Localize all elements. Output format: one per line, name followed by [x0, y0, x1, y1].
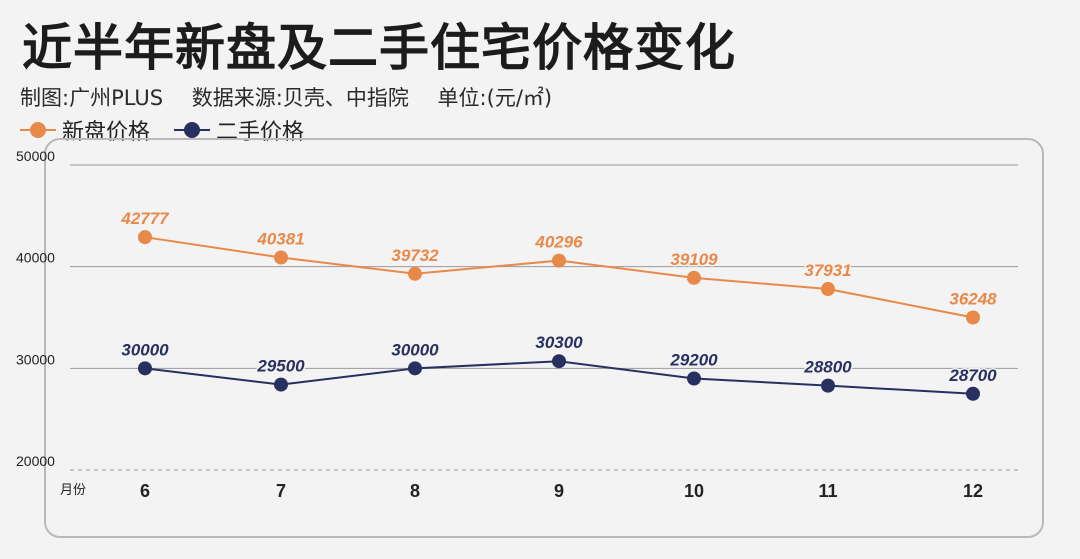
data-point-new-home: [274, 250, 288, 265]
legend-item-second-hand: 二手价格: [174, 114, 304, 146]
data-point-second-hand: [966, 386, 980, 401]
data-point-new-home: [552, 253, 566, 268]
x-axis-title: 月份: [60, 483, 86, 498]
data-point-new-home: [138, 230, 152, 245]
x-tick-label: 8: [410, 481, 420, 501]
credit-text: 制图:广州PLUS: [20, 86, 164, 110]
data-label-new-home: 39732: [391, 246, 439, 265]
data-label-second-hand: 28700: [948, 366, 997, 385]
unit-text: 单位:(元/㎡): [437, 86, 553, 110]
data-label-second-hand: 30000: [121, 340, 169, 359]
legend-marker-second-hand: [174, 120, 211, 140]
data-label-new-home: 39109: [670, 250, 718, 269]
data-label-second-hand: 30300: [535, 333, 583, 352]
data-label-new-home: 37931: [804, 261, 851, 280]
x-tick-label: 11: [818, 481, 837, 501]
data-point-second-hand: [274, 377, 288, 392]
chart-legend: 新盘价格 二手价格: [20, 114, 328, 146]
data-point-new-home: [821, 282, 835, 297]
data-point-second-hand: [138, 361, 152, 376]
data-point-new-home: [408, 266, 422, 281]
chart-subtitle: 制图:广州PLUS 数据来源:贝壳、中指院 单位:(元/㎡): [20, 82, 574, 112]
data-label-second-hand: 30000: [391, 340, 439, 359]
data-label-new-home: 40296: [534, 233, 583, 252]
y-tick-label: 50000: [16, 148, 55, 164]
data-label-new-home: 42777: [120, 209, 170, 228]
data-point-second-hand: [821, 378, 835, 393]
data-point-new-home: [966, 310, 980, 325]
x-tick-label: 10: [684, 481, 704, 501]
x-tick-label: 9: [554, 481, 564, 501]
source-text: 数据来源:贝壳、中指院: [191, 86, 409, 110]
data-point-second-hand: [552, 354, 566, 369]
data-label-second-hand: 29500: [256, 357, 305, 376]
y-tick-label: 40000: [16, 250, 55, 266]
data-point-second-hand: [408, 361, 422, 376]
x-tick-label: 12: [963, 481, 983, 501]
data-label-second-hand: 28800: [803, 358, 852, 377]
data-label-second-hand: 29200: [669, 351, 718, 370]
y-tick-label: 20000: [16, 453, 55, 469]
data-label-new-home: 40381: [256, 230, 304, 249]
legend-label-second-hand: 二手价格: [216, 120, 305, 145]
chart-title: 近半年新盘及二手住宅价格变化: [22, 18, 736, 77]
data-label-new-home: 36248: [949, 290, 997, 309]
data-point-second-hand: [687, 371, 701, 386]
x-tick-label: 7: [276, 481, 286, 501]
x-tick-label: 6: [140, 481, 150, 501]
data-point-new-home: [687, 270, 701, 285]
chart-panel: [44, 138, 1044, 538]
y-tick-label: 30000: [16, 351, 55, 367]
legend-marker-new-home: [20, 120, 56, 140]
legend-label-new-home: 新盘价格: [62, 120, 151, 145]
legend-item-new-home: 新盘价格: [20, 114, 150, 146]
